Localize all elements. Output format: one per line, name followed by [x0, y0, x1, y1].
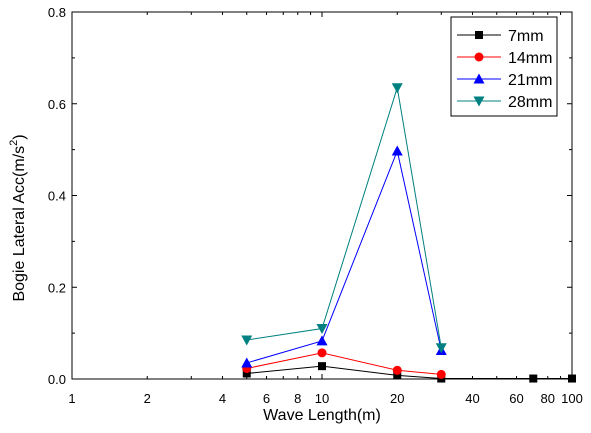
series-layer	[241, 83, 576, 383]
x-axis-title: Wave Length(m)	[263, 407, 381, 424]
legend-marker-7mm	[475, 31, 483, 39]
y-tick-label: 0.6	[48, 97, 66, 112]
data-point-7mm	[318, 362, 326, 371]
series-28mm	[241, 83, 447, 354]
data-point-28mm	[391, 83, 403, 94]
x-tick-label: 80	[541, 391, 555, 406]
x-tick-label: 2	[144, 391, 151, 406]
y-axis-title-close: )	[11, 134, 28, 139]
x-tick-label: 20	[390, 391, 404, 406]
y-tick-label: 0.0	[48, 372, 66, 387]
data-point-7mm	[393, 371, 402, 380]
series-line-14mm	[246, 352, 442, 375]
legend-label-14mm: 14mm	[508, 50, 552, 67]
x-tick-label: 40	[465, 391, 479, 406]
x-tick-label: 10	[315, 391, 329, 406]
legend-label-21mm: 21mm	[508, 72, 552, 89]
legend-box	[450, 16, 558, 117]
legend-marker-21mm	[473, 73, 485, 84]
x-tick-label: 100	[561, 391, 583, 406]
x-tick-label: 60	[509, 391, 523, 406]
series-line-21mm	[246, 149, 442, 364]
y-axis-title-superscript: 2	[8, 140, 20, 146]
series-line-7mm	[246, 365, 572, 380]
x-axis: 1 2 4 6 8 10 20 40 60 80 100	[68, 12, 583, 406]
x-tick-label: 8	[294, 391, 301, 406]
data-point-7mm	[242, 369, 251, 378]
series-21mm	[241, 145, 447, 368]
data-point-21mm	[241, 357, 253, 368]
x-tick-label: 6	[263, 391, 270, 406]
data-point-28mm	[241, 335, 253, 346]
data-point-21mm	[391, 145, 403, 156]
data-point-7mm	[529, 374, 538, 383]
data-point-7mm	[568, 374, 576, 383]
data-point-14mm	[317, 348, 327, 358]
y-axis: 0.0 0.2 0.4 0.6 0.8	[48, 5, 572, 387]
x-tick-label: 4	[219, 391, 226, 406]
y-tick-label: 0.8	[48, 5, 66, 20]
data-point-28mm	[316, 324, 328, 335]
data-point-14mm	[392, 365, 402, 375]
legend-label-28mm: 28mm	[508, 94, 552, 111]
data-point-28mm	[435, 343, 447, 354]
y-axis-title-main: Bogie Lateral Acc(m/s	[11, 146, 28, 302]
data-point-14mm	[436, 369, 446, 379]
y-tick-label: 0.2	[48, 280, 66, 295]
legend-marker-14mm	[474, 52, 484, 62]
legend-label-7mm: 7mm	[508, 28, 544, 45]
y-axis-title: Bogie Lateral Acc(m/s2)	[8, 134, 28, 301]
legend: 7mm 14mm 21mm 28mm	[450, 16, 558, 117]
x-tick-label: 1	[68, 391, 75, 406]
y-tick-label: 0.4	[48, 189, 66, 204]
series-14mm	[242, 348, 446, 379]
series-line-28mm	[246, 87, 442, 348]
data-point-21mm	[316, 335, 328, 346]
legend-marker-28mm	[473, 96, 485, 107]
